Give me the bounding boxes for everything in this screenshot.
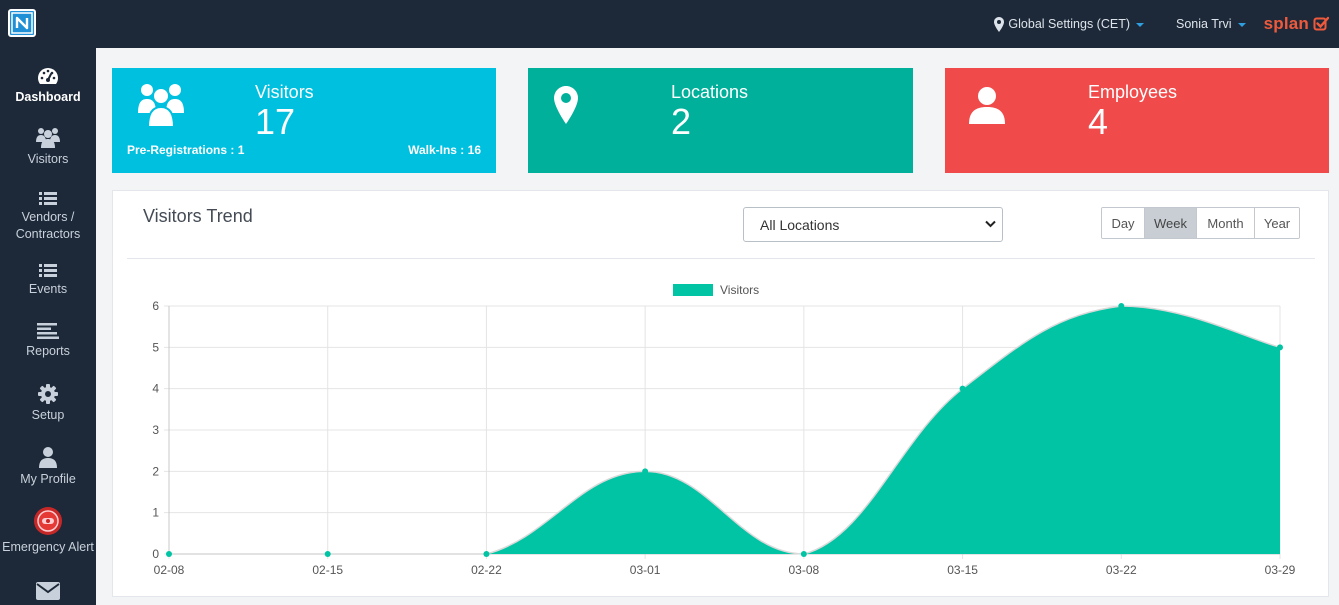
sidebar-item-vendors-contractors[interactable]: Vendors / Contractors [0, 182, 96, 243]
range-week-button[interactable]: Week [1144, 208, 1196, 238]
sidebar-item-label: Visitors [27, 152, 69, 166]
location-select[interactable]: All Locations [743, 207, 1003, 242]
sidebar-item-reports[interactable]: Reports [0, 316, 96, 360]
sidebar-item-emergency-alert[interactable]: Emergency Alert [0, 506, 96, 556]
sidebar-item-events[interactable]: Events [0, 254, 96, 298]
x-tick-label: 03-29 [1265, 563, 1296, 577]
y-tick-label: 2 [152, 464, 159, 478]
data-point [642, 468, 649, 475]
employees-title: Employees [1088, 82, 1178, 102]
sidebar-item-label: Vendors / Contractors [15, 210, 81, 241]
data-point [483, 551, 490, 557]
x-tick-label: 03-08 [789, 563, 820, 577]
check-square-icon [1313, 16, 1329, 31]
brand-name: splan [1263, 14, 1309, 33]
sidebar-item-visitors[interactable]: Visitors [0, 124, 96, 168]
envelope-icon [36, 576, 60, 600]
location-select-value: All Locations [760, 216, 840, 233]
data-point [1118, 303, 1125, 309]
brand-logo: splan [1264, 14, 1329, 34]
y-tick-label: 0 [152, 547, 159, 561]
user-name: Sonia Trvi [1176, 17, 1232, 31]
visitors-stat-card[interactable]: Visitors 17 Pre-Registrations : 1 Walk-I… [112, 68, 496, 173]
visitors-trend-panel: Visitors Trend All Locations Day Week Mo… [112, 190, 1329, 597]
employees-count: 4 [1088, 101, 1109, 142]
data-point [166, 551, 172, 557]
locations-count: 2 [671, 101, 692, 142]
gear-icon [38, 380, 58, 404]
series-area [169, 306, 1280, 554]
range-year-button[interactable]: Year [1254, 208, 1299, 238]
time-range-toggle: Day Week Month Year [1101, 207, 1300, 239]
range-day-button[interactable]: Day [1102, 208, 1144, 238]
employees-stat-card[interactable]: Employees 4 [945, 68, 1329, 173]
locations-stat-card[interactable]: Locations 2 [528, 68, 913, 173]
global-settings-label: Global Settings (CET) [1008, 17, 1130, 31]
user-icon [969, 86, 1005, 129]
users-icon [137, 81, 185, 132]
top-bar: Global Settings (CET) Sonia Trvi splan [0, 0, 1339, 48]
x-tick-label: 03-01 [630, 563, 661, 577]
x-tick-label: 03-15 [947, 563, 978, 577]
app-logo-icon[interactable] [8, 9, 36, 37]
visitors-trend-chart: 0 1 2 3 4 5 6 02-08 02-15 02-22 03-01 03-08 03-15 03-… [152, 283, 1296, 577]
sidebar-item-label: Events [28, 282, 68, 296]
pre-registrations-count: Pre-Registrations : 1 [127, 143, 245, 157]
range-month-button[interactable]: Month [1196, 208, 1254, 238]
list-icon [39, 182, 57, 206]
dashboard-gauge-icon [36, 62, 60, 86]
map-pin-icon [994, 16, 1005, 32]
y-tick-label: 3 [152, 423, 159, 437]
chevron-down-icon [985, 220, 996, 228]
sidebar-item-label: Dashboard [15, 90, 81, 104]
x-tick-label: 02-15 [312, 563, 343, 577]
sidebar-item-setup[interactable]: Setup [0, 380, 96, 424]
sidebar-item-label: My Profile [20, 472, 76, 486]
chevron-down-icon [1136, 23, 1144, 27]
walk-ins-count: Walk-Ins : 16 [408, 143, 481, 157]
alarm-icon [33, 506, 63, 536]
y-tick-label: 4 [152, 382, 159, 396]
chevron-down-icon [1237, 23, 1246, 27]
locations-title: Locations [671, 82, 749, 102]
x-tick-label: 02-22 [471, 563, 502, 577]
data-point [959, 385, 966, 392]
series-line [168, 305, 1281, 555]
visitors-count: 17 [255, 101, 296, 142]
legend-swatch [673, 284, 713, 296]
sidebar-item-label: Setup [31, 408, 65, 422]
panel-title: Visitors Trend [143, 206, 253, 226]
sidebar-item-messages[interactable] [0, 576, 96, 603]
sidebar-item-label: Reports [26, 344, 70, 358]
users-icon [35, 124, 61, 148]
global-settings-dropdown[interactable]: Global Settings (CET) [994, 16, 1144, 32]
data-point [800, 551, 807, 557]
panel-divider [127, 258, 1315, 259]
list-icon [39, 254, 57, 278]
map-pin-icon [554, 86, 578, 129]
sidebar-item-label: Emergency Alert [2, 540, 94, 554]
data-point [1277, 344, 1283, 351]
sidebar-item-my-profile[interactable]: My Profile [0, 444, 96, 488]
sidebar-nav: Dashboard Visitors Vendors / Contractors [0, 48, 96, 605]
y-tick-label: 5 [152, 340, 159, 354]
y-tick-label: 6 [152, 299, 159, 313]
sidebar-item-dashboard[interactable]: Dashboard [0, 62, 96, 106]
x-tick-label: 03-22 [1106, 563, 1137, 577]
user-icon [39, 444, 57, 468]
align-left-icon [37, 316, 59, 340]
user-menu-dropdown[interactable]: Sonia Trvi [1176, 17, 1246, 31]
x-tick-label: 02-08 [154, 563, 185, 577]
legend-label: Visitors [720, 283, 759, 297]
y-tick-label: 1 [152, 506, 159, 520]
visitors-title: Visitors [255, 82, 314, 102]
data-point [324, 551, 331, 557]
